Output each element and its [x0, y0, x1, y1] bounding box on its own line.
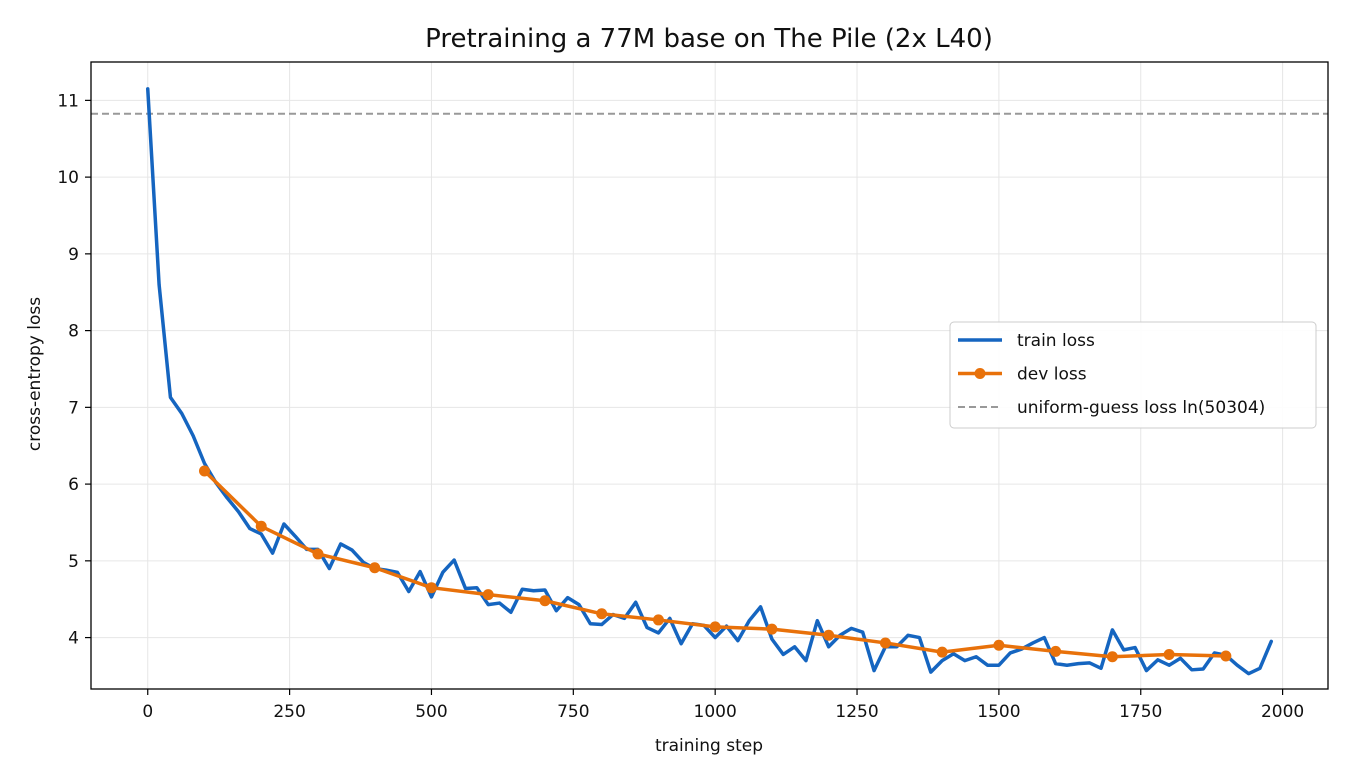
dev-loss-point [425, 582, 437, 594]
y-tick-label: 8 [68, 322, 79, 342]
legend-marker-dev [974, 368, 986, 379]
dev-loss-point [255, 520, 267, 532]
y-axis-ticks: 4 5 6 7 8 9 10 11 [57, 91, 91, 649]
x-tick-label: 500 [415, 702, 447, 722]
chart-title: Pretraining a 77M base on The Pile (2x L… [425, 24, 993, 54]
dev-loss-point [312, 548, 324, 560]
y-tick-label: 7 [68, 398, 79, 418]
dev-loss-point [823, 629, 835, 641]
y-axis-label: cross-entropy loss [25, 297, 45, 451]
x-tick-label: 750 [557, 702, 589, 722]
dev-loss-point [482, 589, 494, 601]
plot-frame [90, 61, 1329, 690]
y-tick-label: 11 [57, 91, 79, 111]
y-tick-label: 6 [68, 475, 79, 495]
y-tick-label: 5 [68, 552, 79, 572]
y-tick-label: 10 [57, 168, 79, 188]
dev-loss-point [1050, 645, 1062, 657]
legend-label-uniform-guess: uniform-guess loss ln(50304) [1017, 398, 1265, 418]
dev-loss-point [936, 646, 948, 658]
train-loss-line [145, 87, 1274, 676]
legend: train loss dev loss uniform-guess loss ln(… [949, 321, 1317, 429]
x-tick-label: 250 [273, 702, 305, 722]
dev-loss-point [539, 595, 551, 607]
dev-loss-point [709, 621, 721, 633]
x-axis-label: training step [655, 736, 763, 756]
series-layer [145, 87, 1274, 676]
x-tick-label: 0 [142, 702, 153, 722]
dev-loss-point [1163, 648, 1175, 660]
legend-label-train: train loss [1017, 331, 1095, 351]
dev-loss-point [993, 639, 1005, 651]
x-tick-label: 1500 [977, 702, 1020, 722]
y-tick-label: 9 [68, 245, 79, 265]
dev-loss-point [652, 614, 664, 626]
dev-loss-point [766, 623, 778, 635]
dev-loss-point [1106, 651, 1118, 663]
x-tick-label: 2000 [1261, 702, 1304, 722]
dev-loss-point [369, 562, 381, 574]
dev-loss-point [879, 637, 891, 649]
dev-loss-point [596, 608, 608, 620]
y-tick-label: 4 [68, 629, 79, 649]
legend-label-dev: dev loss [1017, 365, 1087, 385]
x-tick-label: 1750 [1119, 702, 1162, 722]
x-tick-label: 1250 [835, 702, 878, 722]
dev-loss-point [198, 465, 210, 477]
dev-loss-point [1220, 650, 1232, 662]
legend-box [949, 321, 1317, 429]
x-axis-ticks: 0 250 500 750 1000 1250 1500 1750 2000 [142, 689, 1304, 722]
x-tick-label: 1000 [694, 702, 737, 722]
